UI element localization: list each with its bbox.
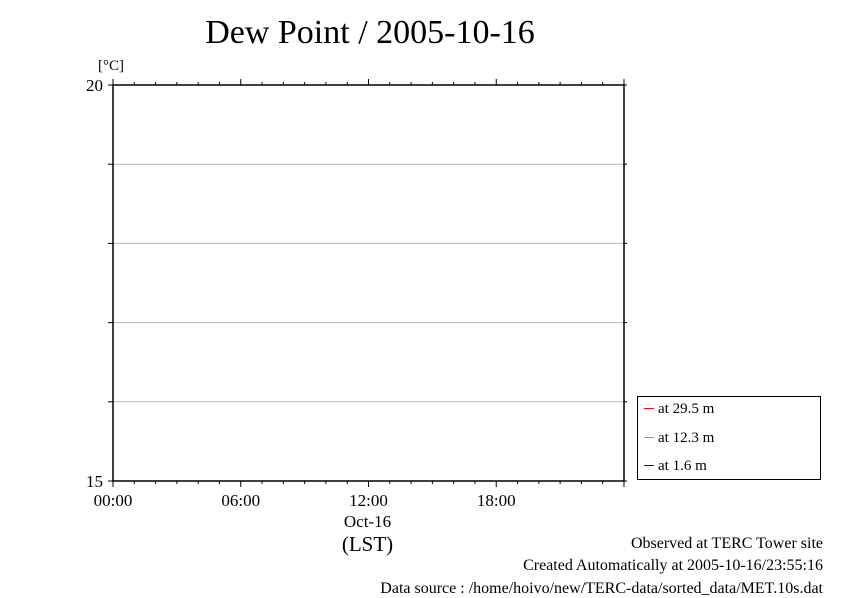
footer-created: Created Automatically at 2005-10-16/23:5… <box>523 557 823 574</box>
y-axis-label: [°C] <box>98 58 124 74</box>
legend-item: at 12.3 m <box>644 430 714 447</box>
x-tick-label: 06:00 <box>221 491 260 510</box>
legend-swatch <box>644 408 654 410</box>
footer-observed: Observed at TERC Tower site <box>630 535 823 552</box>
x-axis-label: (LST) <box>342 532 393 556</box>
footer-source: Data source : /home/hoivo/new/TERC-data/… <box>380 580 823 597</box>
legend-swatch <box>644 437 654 439</box>
legend-label: at 1.6 m <box>658 458 707 474</box>
y-tick-label: 20 <box>86 76 103 95</box>
legend-swatch <box>644 465 654 467</box>
x-date-label: Oct-16 <box>344 512 391 531</box>
x-tick-label: 00:00 <box>94 491 133 510</box>
plot-frame <box>112 84 625 482</box>
legend-item: at 1.6 m <box>644 458 707 475</box>
legend: at 29.5 m at 12.3 m at 1.6 m <box>637 396 821 480</box>
legend-item: at 29.5 m <box>644 401 714 418</box>
y-tick-label: 15 <box>86 472 103 491</box>
legend-label: at 12.3 m <box>658 430 715 446</box>
x-tick-label: 18:00 <box>477 491 516 510</box>
legend-label: at 29.5 m <box>658 401 715 417</box>
chart-title: Dew Point / 2005-10-16 <box>205 14 535 51</box>
x-tick-label: 12:00 <box>349 491 388 510</box>
